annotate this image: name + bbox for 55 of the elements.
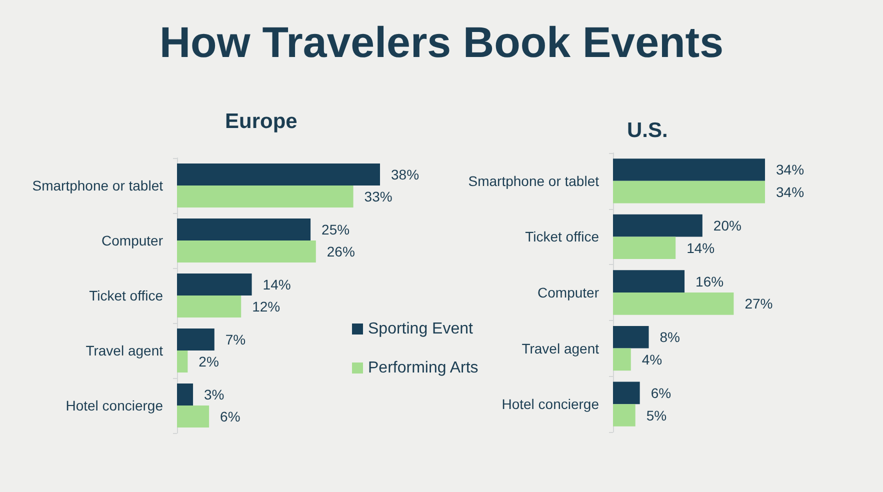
chart-title: U.S. (627, 119, 668, 142)
y-tick-label: Computer (102, 232, 164, 248)
data-label: 2% (198, 354, 219, 370)
bar (613, 292, 734, 315)
data-label: 20% (713, 218, 742, 234)
data-label: 7% (225, 332, 246, 348)
data-label: 3% (204, 386, 224, 402)
y-tick-label: Smartphone or tablet (32, 178, 164, 194)
data-label: 14% (686, 240, 715, 256)
y-tick-label: Travel agent (86, 342, 164, 358)
y-tick-label: Ticket office (525, 228, 600, 245)
bar (613, 348, 631, 371)
data-label: 6% (650, 384, 672, 401)
y-tick-label: Smartphone or tablet (468, 172, 600, 189)
data-label: 38% (391, 166, 420, 182)
text: How Travelers Book Events (158, 19, 724, 68)
legend-label: Performing Arts (368, 360, 478, 376)
bar (613, 214, 702, 237)
y-tick-label: Travel agent (522, 340, 600, 356)
bar (613, 382, 640, 404)
data-label: 6% (220, 408, 240, 424)
data-label: 14% (262, 276, 291, 292)
data-label: 16% (696, 273, 724, 290)
y-tick-label: Ticket office (89, 288, 164, 304)
y-tick-label: Hotel concierge (502, 396, 600, 412)
bar (613, 326, 649, 348)
data-label: 33% (364, 188, 392, 204)
bar (613, 404, 636, 426)
data-label: 8% (660, 329, 680, 346)
bar (177, 406, 210, 428)
data-label: 34% (776, 162, 804, 178)
data-label: 27% (744, 296, 773, 312)
bar (177, 296, 242, 318)
bar (177, 350, 188, 372)
data-label: 12% (252, 298, 280, 314)
bar (613, 158, 765, 181)
data-label: 25% (322, 222, 350, 238)
bar (613, 270, 685, 292)
y-tick-label: Hotel concierge (66, 398, 164, 414)
legend-label: Sporting Event (368, 320, 474, 338)
bar (177, 186, 354, 208)
data-label: 4% (642, 351, 662, 368)
data-label: 5% (646, 407, 667, 424)
bar (177, 384, 194, 406)
bar (177, 328, 214, 350)
bar (177, 218, 311, 240)
chart-title: Europe (225, 110, 298, 133)
bar (177, 164, 380, 186)
bar (613, 180, 765, 204)
data-label: 34% (776, 184, 804, 200)
data-label: 26% (326, 244, 355, 260)
bar (613, 236, 676, 260)
bar (177, 240, 316, 262)
bar (177, 274, 252, 296)
y-tick-label: Computer (538, 284, 600, 300)
